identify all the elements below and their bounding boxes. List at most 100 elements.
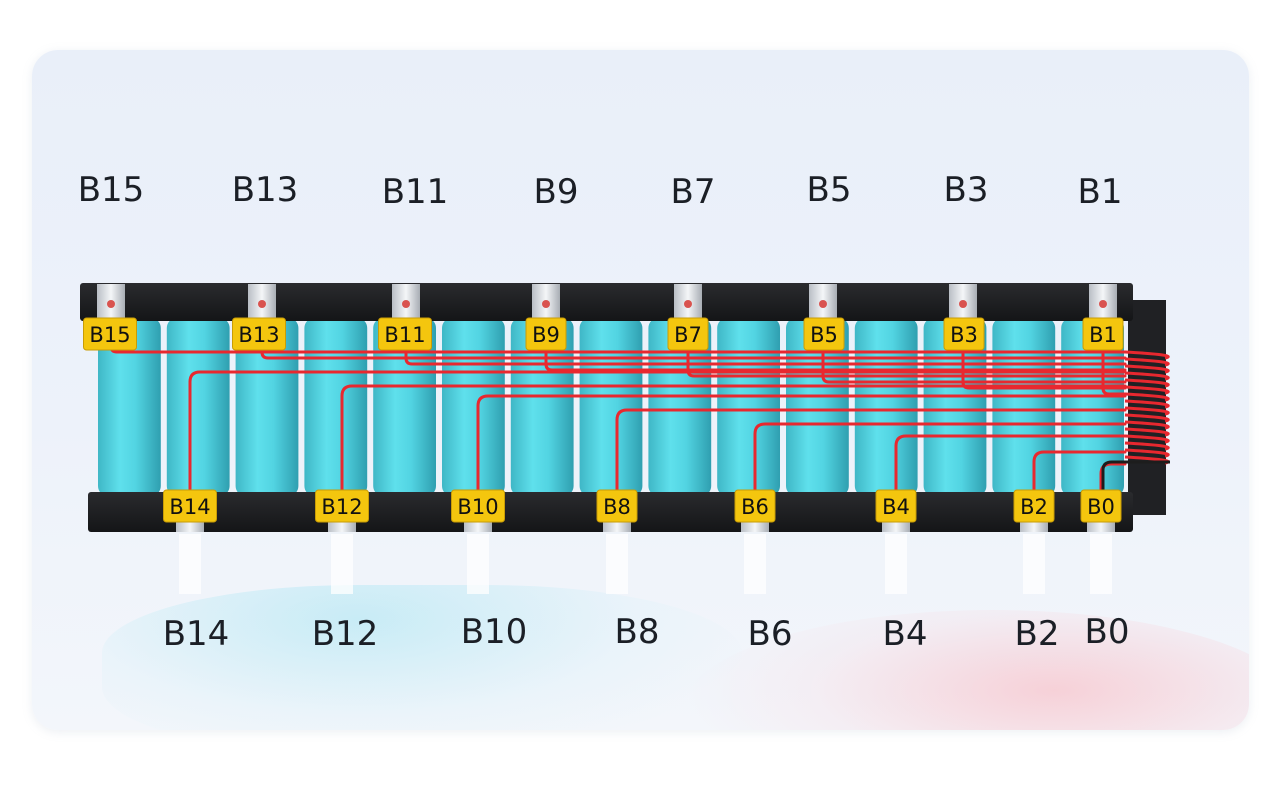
tag-b4: B4 (875, 489, 917, 523)
tag-label: B10 (457, 495, 498, 519)
balance-wire-top (1101, 350, 1127, 396)
balance-wire-bottom (615, 408, 1127, 496)
tag-label: B5 (810, 323, 838, 347)
solder-point (819, 300, 827, 308)
solder-point (959, 300, 967, 308)
balance-wire-bottom (753, 422, 1127, 496)
wire-coil-loop (1124, 399, 1170, 409)
tag-b13: B13 (232, 317, 286, 351)
outer-label-b13: B13 (231, 170, 299, 210)
battery-cell (304, 318, 368, 496)
tag-b2: B2 (1013, 489, 1055, 523)
tag-label: B0 (1087, 495, 1115, 519)
wire-coil-loop (1124, 385, 1170, 395)
outer-label-b3: B3 (943, 170, 989, 210)
outer-label-b12: B12 (311, 614, 379, 654)
tag-b15: B15 (83, 317, 137, 351)
outer-label-b7: B7 (670, 172, 716, 212)
strip-reflection (179, 534, 201, 594)
battery-cell (442, 318, 505, 496)
solder-point (542, 300, 550, 308)
solder-point (684, 300, 692, 308)
wire-coil-loop (1124, 448, 1170, 458)
tag-b7: B7 (667, 317, 709, 351)
battery-cell (854, 318, 918, 496)
balance-wire-bottom (340, 384, 1127, 496)
tag-background (525, 317, 567, 351)
outer-label-b1: B1 (1077, 172, 1123, 212)
tag-label: B12 (321, 495, 362, 519)
wire-coil-loop (1124, 350, 1170, 360)
balance-wire-bottom (894, 434, 1127, 496)
tag-background (83, 317, 137, 351)
wire-coil-loop (1124, 441, 1170, 451)
battery-cell (992, 318, 1056, 496)
tag-label: B13 (238, 323, 279, 347)
solder-point (1099, 300, 1107, 308)
tag-label: B14 (169, 495, 210, 519)
tag-label: B4 (882, 495, 910, 519)
outer-label-b10: B10 (460, 612, 528, 652)
tag-background (451, 489, 505, 523)
balance-wire-top (821, 346, 1127, 384)
tag-label: B1 (1089, 323, 1117, 347)
wire-coil-loop (1124, 371, 1170, 381)
outer-label-b11: B11 (381, 172, 449, 212)
wire-coil-loop (1124, 413, 1170, 423)
balance-wire-top (404, 340, 1127, 366)
wire-coil-loop (1124, 406, 1170, 416)
tag-background (1013, 489, 1055, 523)
tag-b8: B8 (596, 489, 638, 523)
top-cell-holder (80, 283, 1133, 321)
outer-label-b8: B8 (614, 612, 660, 652)
wire-coil-loop (1124, 392, 1170, 402)
outer-label-b0: B0 (1084, 612, 1130, 652)
tag-background (163, 489, 217, 523)
tag-b0: B0 (1080, 489, 1122, 523)
tag-label: B2 (1020, 495, 1048, 519)
tag-label: B11 (384, 323, 425, 347)
tag-background (596, 489, 638, 523)
battery-cell (166, 318, 230, 496)
balance-wire-bottom (188, 370, 1127, 496)
tag-b11: B11 (378, 317, 432, 351)
tag-b14: B14 (163, 489, 217, 523)
strip-reflection (885, 534, 907, 594)
tag-background (734, 489, 776, 523)
outer-label-b2: B2 (1014, 614, 1060, 654)
tag-background (943, 317, 985, 351)
balance-wire-bottom (476, 394, 1127, 496)
solder-point (258, 300, 266, 308)
balance-wire-bottom (1032, 450, 1127, 496)
tag-background (1082, 317, 1124, 351)
wire-coil-loop (1124, 364, 1170, 374)
tag-label: B8 (603, 495, 631, 519)
outer-label-b6: B6 (747, 614, 793, 654)
tag-background (378, 317, 432, 351)
outer-label-b5: B5 (806, 170, 852, 210)
tag-b3: B3 (943, 317, 985, 351)
outer-label-b9: B9 (533, 172, 579, 212)
cell-reflection (102, 585, 742, 730)
tag-b9: B9 (525, 317, 567, 351)
tag-background (875, 489, 917, 523)
tag-background (232, 317, 286, 351)
outer-label-b15: B15 (77, 170, 145, 210)
battery-cell (579, 318, 643, 496)
battery-cell (98, 318, 161, 496)
wire-coil-loop (1124, 378, 1170, 388)
wire-coil-loop (1124, 427, 1170, 437)
strip-reflection (467, 534, 489, 594)
tag-label: B3 (950, 323, 978, 347)
wire-coil-loop (1124, 420, 1170, 430)
tag-label: B15 (89, 323, 130, 347)
tag-b10: B10 (451, 489, 505, 523)
strip-reflection (744, 534, 766, 594)
strip-reflection (1023, 534, 1045, 594)
tag-label: B7 (674, 323, 702, 347)
tag-b5: B5 (803, 317, 845, 351)
balance-wire-top (686, 344, 1127, 378)
tag-b1: B1 (1082, 317, 1124, 351)
battery-cell (717, 318, 780, 496)
